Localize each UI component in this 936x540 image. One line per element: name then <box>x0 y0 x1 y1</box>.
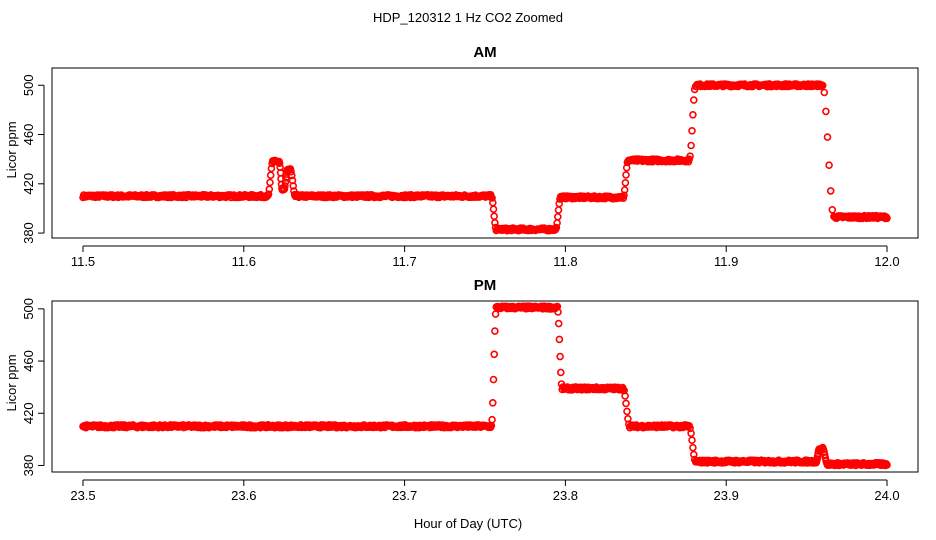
am-data-point <box>281 178 290 186</box>
am-plot-frame <box>51 67 919 239</box>
pm-ticks: 23.5 23.6 23.7 23.8 23.9 24.0 380 420 460 500 <box>21 298 900 503</box>
am-x-tick-label: 11.9 <box>714 254 738 269</box>
pm-data-point <box>686 424 694 433</box>
pm-y-tick-label: 380 <box>21 455 36 477</box>
am-data-point <box>825 161 833 169</box>
am-data-point <box>687 141 695 150</box>
am-data-point <box>688 127 696 135</box>
pm-x-tick-label: 23.5 <box>70 488 95 503</box>
pm-data-point <box>883 461 891 469</box>
am-panel-title: AM <box>473 44 496 61</box>
am-data-point <box>620 186 629 194</box>
am-data-point <box>689 96 698 104</box>
am-data-point <box>264 190 273 198</box>
am-x-tick-label: 11.8 <box>553 254 577 269</box>
am-x-tick-label: 11.7 <box>392 254 416 269</box>
am-data-point <box>488 194 496 202</box>
pm-panel-title: PM <box>474 277 497 294</box>
pm-data-point <box>554 308 562 316</box>
am-data-point <box>553 213 562 221</box>
am-x-tick-label: 12.0 <box>874 254 899 269</box>
am-data-point <box>266 178 274 187</box>
x-axis-label: Hour of Day (UTC) <box>414 516 522 531</box>
am-data-point <box>686 152 694 160</box>
pm-data-point <box>688 436 696 445</box>
pm-data-point <box>621 392 629 400</box>
am-data-point <box>281 182 289 190</box>
am-x-tick-label: 11.5 <box>71 254 95 269</box>
am-data-point <box>491 219 499 227</box>
pm-plot-frame <box>51 300 919 473</box>
am-y-tick-label: 380 <box>21 222 36 244</box>
pm-x-tick-label: 23.9 <box>714 488 739 503</box>
am-points <box>79 80 891 235</box>
am-data-point <box>554 206 563 214</box>
am-y-tick-label: 460 <box>21 124 36 146</box>
am-data-point <box>820 88 829 97</box>
pm-data-point <box>687 429 695 438</box>
pm-data-point <box>488 398 497 407</box>
am-data-point <box>280 185 289 193</box>
am-data-point <box>622 171 630 179</box>
pm-data-point <box>556 352 564 361</box>
am-data-point <box>689 111 697 119</box>
am-data-point <box>266 171 275 179</box>
am-data-point <box>818 81 827 90</box>
pm-panel: PM Licor ppm 23.5 23.6 23.7 23.8 23.9 24.0 380… <box>4 277 919 503</box>
pm-y-tick-label: 500 <box>21 298 36 320</box>
pm-x-tick-label: 23.6 <box>231 488 256 503</box>
am-data-point <box>267 164 276 173</box>
pm-y-axis-label: Licor ppm <box>4 354 19 411</box>
am-ticks: 11.5 11.6 11.7 11.8 11.9 12.0 380 420 460 500 <box>21 74 900 269</box>
am-y-axis-label: Licor ppm <box>4 121 19 178</box>
am-y-tick-label: 420 <box>21 173 36 195</box>
pm-y-tick-label: 460 <box>21 350 36 372</box>
am-data-point <box>826 187 835 195</box>
am-data-point <box>823 133 832 141</box>
am-data-point <box>552 223 561 232</box>
am-data-point <box>489 205 498 213</box>
am-data-point <box>822 107 830 116</box>
pm-data-point <box>490 350 499 359</box>
pm-data-point <box>556 368 565 377</box>
am-data-point <box>275 159 284 167</box>
am-data-point <box>287 167 295 176</box>
am-data-point <box>289 182 298 190</box>
pm-data-point <box>689 443 697 452</box>
pm-x-tick-label: 23.7 <box>392 488 417 503</box>
am-y-tick-label: 500 <box>21 74 36 96</box>
pm-data-point <box>623 407 631 416</box>
pm-data-point <box>555 335 564 344</box>
am-panel: AM Licor ppm 11.5 11.6 11.7 11.8 11.9 12.0 380… <box>4 44 919 269</box>
pm-data-point <box>491 310 500 318</box>
pm-points <box>79 302 891 470</box>
pm-data-point <box>491 327 499 335</box>
am-data-point <box>287 171 296 180</box>
pm-data-point <box>622 399 630 408</box>
pm-y-tick-label: 420 <box>21 402 36 424</box>
am-data-point <box>265 185 274 194</box>
am-data-point <box>281 174 290 182</box>
pm-data-point <box>689 450 698 459</box>
pm-data-point <box>554 319 563 328</box>
am-data-point <box>828 206 837 214</box>
pm-data-point <box>488 415 496 424</box>
am-data-point <box>621 179 630 187</box>
am-x-tick-label: 11.6 <box>232 254 256 269</box>
pm-data-point <box>489 375 498 384</box>
am-data-point <box>883 214 891 223</box>
figure-title: HDP_120312 1 Hz CO2 Zoomed <box>373 10 563 25</box>
pm-x-tick-label: 24.0 <box>874 488 899 503</box>
am-data-point <box>490 212 499 221</box>
pm-x-tick-label: 23.8 <box>553 488 578 503</box>
